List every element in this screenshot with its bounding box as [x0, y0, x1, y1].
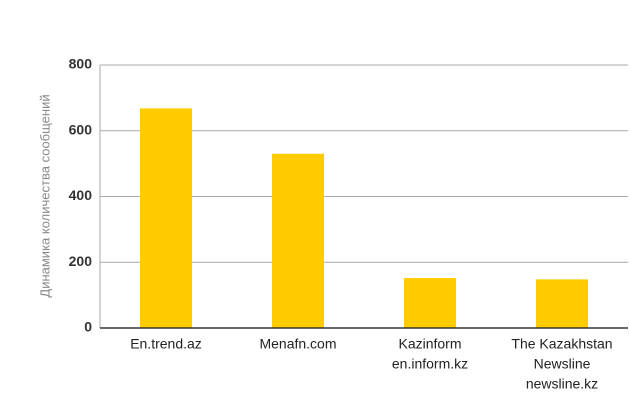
x-tick-label: Newsline: [534, 356, 591, 372]
bar: [272, 153, 324, 328]
x-tick-label: The Kazakhstan: [511, 336, 612, 352]
bar: [404, 278, 456, 328]
x-tick-label: En.trend.az: [130, 336, 202, 352]
y-tick-label: 800: [69, 56, 93, 72]
y-tick-label: 200: [69, 253, 93, 269]
bar: [140, 108, 192, 329]
y-tick-label: 400: [69, 187, 93, 203]
x-tick-label: en.inform.kz: [392, 356, 468, 372]
y-tick-label: 0: [84, 319, 92, 335]
x-tick-label: Menafn.com: [259, 336, 336, 352]
x-tick-label: newsline.kz: [526, 376, 598, 392]
x-tick-label: Kazinform: [398, 336, 461, 352]
bar: [536, 279, 588, 328]
y-axis-label: Динамика количества сообщений: [37, 94, 52, 297]
y-tick-label: 600: [69, 121, 93, 137]
